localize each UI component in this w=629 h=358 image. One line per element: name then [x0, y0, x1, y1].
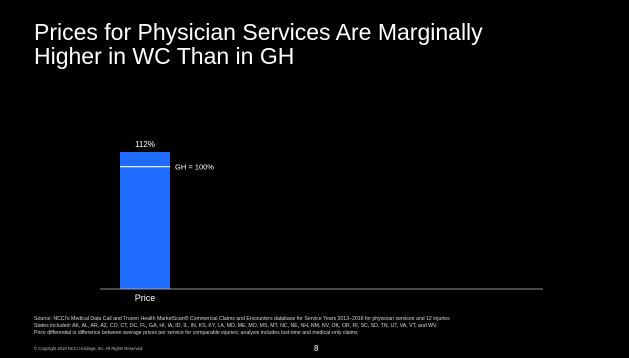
- bar-price: [120, 152, 170, 289]
- copyright-notice: © Copyright 2019 NCCI Holdings, Inc. All…: [34, 346, 144, 351]
- slide-title-line-1: Prices for Physician Services Are Margin…: [34, 19, 483, 45]
- source-line-1: Source: NCCI's Medical Data Call and Tru…: [34, 316, 450, 322]
- data-label-price: 112%: [135, 140, 155, 149]
- reference-line-label: GH = 100%: [175, 163, 214, 172]
- source-note: Source: NCCI's Medical Data Call and Tru…: [34, 316, 604, 337]
- page-number: 8: [314, 344, 319, 353]
- x-tick-label-price: Price: [135, 293, 156, 303]
- slide-title-line-2: Higher in WC Than in GH: [34, 43, 295, 69]
- chart-plot-area: 112% Price GH = 100%: [100, 140, 543, 303]
- source-line-2: States included: AK, AL, AR, AZ, CO, CT,…: [34, 323, 437, 329]
- source-line-3: Price differential is difference between…: [34, 330, 358, 336]
- slide-title: Prices for Physician Services Are Margin…: [34, 20, 594, 68]
